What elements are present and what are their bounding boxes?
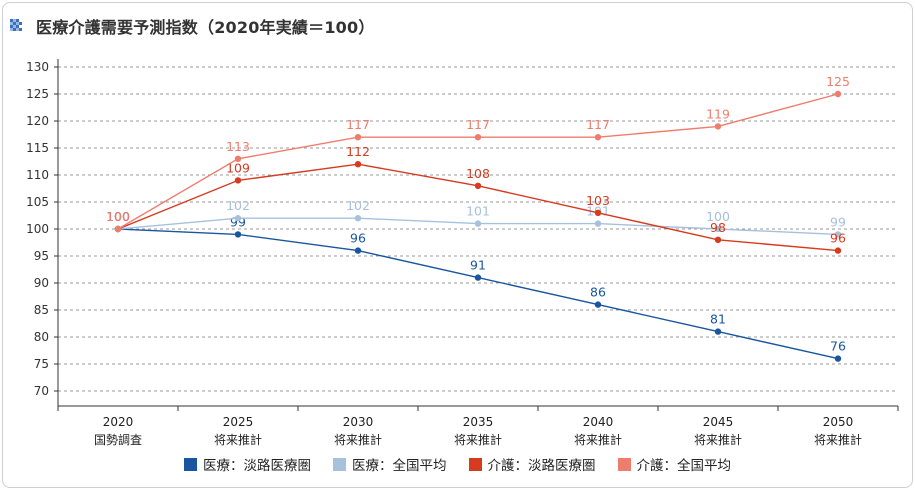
x-tick-label-year: 2025 [223, 415, 254, 429]
data-point [594, 301, 602, 308]
y-tick-label: 100 [26, 222, 49, 236]
x-tick-label-year: 2020 [103, 415, 134, 429]
chart-header: 医療介護需要予測指数（2020年実績＝100） [10, 14, 375, 38]
data-label: 125 [826, 74, 850, 89]
x-tick-label-year: 2035 [463, 415, 494, 429]
y-tick-label: 125 [26, 87, 49, 101]
data-point [714, 328, 722, 335]
data-point [234, 215, 242, 222]
data-label: 117 [346, 117, 370, 132]
legend-swatch [468, 457, 482, 471]
x-tick-label-note: 国勢調査 [94, 432, 142, 447]
data-point [474, 134, 482, 141]
legend-item: 介護：淡路医療圏 [468, 454, 596, 474]
y-tick-label: 90 [34, 276, 49, 290]
data-label: 81 [710, 312, 726, 327]
data-label: 102 [346, 198, 370, 213]
x-tick-label-year: 2030 [343, 415, 374, 429]
chart-legend: 医療：淡路医療圏 医療：全国平均 介護：淡路医療圏 介護：全国平均 [0, 454, 915, 474]
y-tick-label: 85 [34, 303, 49, 317]
data-label: 100 [706, 209, 730, 224]
legend-label: 介護：全国平均 [636, 458, 732, 474]
data-label: 112 [346, 144, 370, 159]
data-label: 117 [466, 117, 490, 132]
data-label: 108 [466, 166, 490, 181]
data-point [354, 247, 362, 254]
data-label: 96 [830, 231, 846, 246]
y-tick-label: 110 [26, 168, 49, 182]
data-point [594, 209, 602, 216]
data-label: 119 [706, 106, 730, 121]
data-label: 86 [590, 285, 606, 300]
data-label: 100 [106, 209, 130, 224]
data-label: 109 [226, 160, 250, 175]
x-tick-label-year: 2050 [823, 415, 854, 429]
legend-item: 医療：全国平均 [333, 454, 447, 474]
y-tick-label: 105 [26, 195, 49, 209]
data-label: 91 [470, 258, 486, 273]
data-point [834, 355, 842, 362]
data-point [714, 225, 722, 233]
data-point [474, 220, 482, 227]
data-label: 99 [830, 214, 846, 229]
data-point [714, 123, 722, 130]
data-label: 76 [830, 339, 846, 354]
checker-icon [10, 19, 22, 31]
data-point [594, 220, 602, 227]
y-tick-label: 115 [26, 141, 49, 155]
data-label: 101 [466, 204, 490, 219]
data-point [474, 182, 482, 189]
legend-swatch [617, 457, 631, 471]
data-point [354, 134, 362, 141]
data-point [354, 215, 362, 222]
data-label: 102 [226, 198, 250, 213]
data-point [234, 231, 242, 238]
data-point [114, 225, 122, 233]
data-label: 113 [226, 139, 250, 154]
x-tick-label-note: 将来推計 [214, 432, 262, 447]
legend-label: 介護：淡路医療圏 [487, 458, 596, 474]
data-point [834, 231, 842, 238]
x-tick-label-year: 2040 [583, 415, 614, 429]
legend-label: 医療：淡路医療圏 [203, 458, 311, 474]
data-label: 100 [106, 209, 130, 224]
x-tick-label-note: 将来推計 [814, 432, 862, 447]
data-label: 100 [106, 209, 130, 224]
data-label: 100 [106, 209, 130, 224]
x-tick-label-note: 将来推計 [574, 432, 622, 447]
x-tick-label-year: 2045 [703, 415, 734, 429]
y-tick-label: 120 [26, 114, 49, 128]
legend-swatch [184, 457, 197, 471]
x-tick-label-note: 将来推計 [334, 432, 382, 447]
series-line [117, 228, 839, 360]
y-tick-label: 95 [34, 249, 49, 263]
data-point [234, 155, 242, 162]
chart-title: 医療介護需要予測指数（2020年実績＝100） [36, 18, 375, 37]
y-tick-label: 80 [34, 330, 49, 344]
data-label: 98 [710, 220, 726, 235]
data-label: 117 [586, 117, 610, 132]
data-point [834, 247, 842, 254]
legend-item: 医療：淡路医療圏 [184, 454, 311, 474]
x-tick-label-note: 将来推計 [694, 432, 742, 447]
legend-item: 介護：全国平均 [617, 454, 732, 474]
y-tick-label: 75 [34, 357, 49, 371]
y-tick-label: 130 [26, 60, 49, 74]
x-tick-label-note: 将来推計 [454, 432, 502, 447]
data-point [354, 161, 362, 168]
data-point [714, 236, 722, 243]
data-point [594, 134, 602, 141]
legend-label: 医療：全国平均 [352, 458, 447, 474]
data-point [474, 274, 482, 281]
y-tick-label: 70 [34, 384, 49, 398]
data-label: 103 [586, 193, 610, 208]
data-point [834, 90, 842, 98]
data-label: 96 [350, 231, 366, 246]
data-point [234, 177, 242, 184]
legend-swatch [333, 457, 346, 471]
